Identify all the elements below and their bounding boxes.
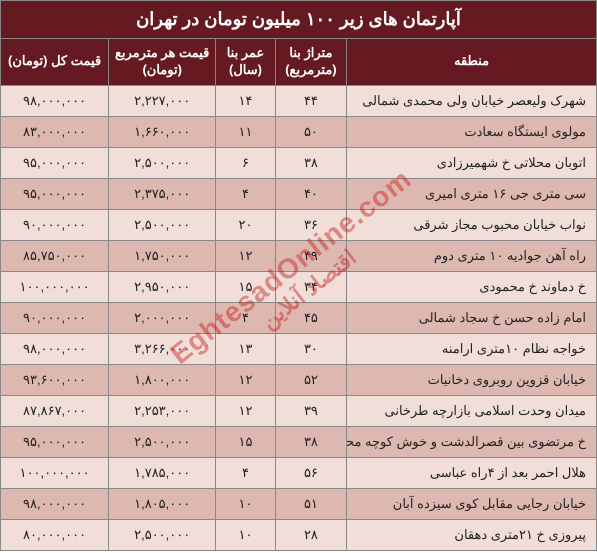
col-header-age: عمر بنا (سال)	[215, 39, 275, 85]
cell-area: ۳۸	[275, 147, 346, 178]
cell-total: ۸۳,۰۰۰,۰۰۰	[1, 116, 108, 147]
cell-age: ۱۲	[215, 240, 275, 271]
table-row: اتوبان محلاتی خ شهمیرزادی۳۸۶۲,۵۰۰,۰۰۰۹۵,…	[1, 147, 596, 178]
cell-ppm: ۱,۸۰۰,۰۰۰	[108, 364, 215, 395]
cell-total: ۸۵,۷۵۰,۰۰۰	[1, 240, 108, 271]
cell-area: ۲۸	[275, 519, 346, 550]
table-row: سی متری جی ۱۶ متری امیری۴۰۴۲,۳۷۵,۰۰۰۹۵,۰…	[1, 178, 596, 209]
cell-age: ۲۰	[215, 209, 275, 240]
cell-region: خ دماوند خ محمودی	[346, 271, 596, 302]
table-row: هلال احمر بعد از ۴راه عباسی۵۶۴۱,۷۸۵,۰۰۰۱…	[1, 457, 596, 488]
cell-age: ۱۰	[215, 519, 275, 550]
cell-ppm: ۳,۲۶۶,۰۰۰	[108, 333, 215, 364]
cell-ppm: ۲,۲۲۷,۰۰۰	[108, 85, 215, 116]
table-title: آپارتمان های زیر ۱۰۰ میلیون تومان در تهر…	[1, 1, 596, 39]
cell-age: ۱۰	[215, 488, 275, 519]
col-header-total: قیمت کل (تومان)	[1, 39, 108, 85]
cell-age: ۱۲	[215, 364, 275, 395]
cell-total: ۹۵,۰۰۰,۰۰۰	[1, 147, 108, 178]
cell-area: ۳۹	[275, 395, 346, 426]
table-header-row: منطقه متراژ بنا (مترمربع) عمر بنا (سال) …	[1, 39, 596, 85]
cell-region: نواب خیابان محبوب مجاز شرقی	[346, 209, 596, 240]
cell-ppm: ۲,۵۰۰,۰۰۰	[108, 426, 215, 457]
col-header-area: متراژ بنا (مترمربع)	[275, 39, 346, 85]
cell-age: ۴	[215, 302, 275, 333]
cell-total: ۸۰,۰۰۰,۰۰۰	[1, 519, 108, 550]
cell-region: خیابان رجایی مقابل کوی سیزده آبان	[346, 488, 596, 519]
cell-total: ۹۵,۰۰۰,۰۰۰	[1, 178, 108, 209]
cell-ppm: ۲,۹۵۰,۰۰۰	[108, 271, 215, 302]
cell-region: پیروزی خ ۲۱متری دهقان	[346, 519, 596, 550]
table-body: شهرک ولیعصر خیابان ولی محمدی شمالی۴۴۱۴۲,…	[1, 85, 596, 550]
cell-region: اتوبان محلاتی خ شهمیرزادی	[346, 147, 596, 178]
cell-ppm: ۱,۷۸۵,۰۰۰	[108, 457, 215, 488]
cell-age: ۱۳	[215, 333, 275, 364]
cell-ppm: ۱,۶۶۰,۰۰۰	[108, 116, 215, 147]
cell-area: ۴۰	[275, 178, 346, 209]
cell-region: خواجه نظام ۱۰متری ارامنه	[346, 333, 596, 364]
table-row: راه آهن جوادیه ۱۰ متری دوم۴۹۱۲۱,۷۵۰,۰۰۰۸…	[1, 240, 596, 271]
cell-total: ۹۵,۰۰۰,۰۰۰	[1, 426, 108, 457]
cell-region: مولوی ایستگاه سعادت	[346, 116, 596, 147]
cell-region: خیابان قزوین روبروی دخانیات	[346, 364, 596, 395]
cell-area: ۵۰	[275, 116, 346, 147]
cell-region: سی متری جی ۱۶ متری امیری	[346, 178, 596, 209]
cell-total: ۹۰,۰۰۰,۰۰۰	[1, 209, 108, 240]
cell-area: ۴۹	[275, 240, 346, 271]
cell-total: ۹۳,۶۰۰,۰۰۰	[1, 364, 108, 395]
table-row: خیابان قزوین روبروی دخانیات۵۲۱۲۱,۸۰۰,۰۰۰…	[1, 364, 596, 395]
cell-ppm: ۲,۳۷۵,۰۰۰	[108, 178, 215, 209]
table-row: امام زاده حسن خ سجاد شمالی۴۵۴۲,۰۰۰,۰۰۰۹۰…	[1, 302, 596, 333]
cell-area: ۵۱	[275, 488, 346, 519]
cell-ppm: ۲,۵۰۰,۰۰۰	[108, 519, 215, 550]
cell-ppm: ۱,۸۰۵,۰۰۰	[108, 488, 215, 519]
cell-area: ۳۰	[275, 333, 346, 364]
table-row: مولوی ایستگاه سعادت۵۰۱۱۱,۶۶۰,۰۰۰۸۳,۰۰۰,۰…	[1, 116, 596, 147]
cell-total: ۸۷,۸۶۷,۰۰۰	[1, 395, 108, 426]
cell-age: ۱۵	[215, 271, 275, 302]
cell-region: راه آهن جوادیه ۱۰ متری دوم	[346, 240, 596, 271]
cell-age: ۱۵	[215, 426, 275, 457]
cell-area: ۳۴	[275, 271, 346, 302]
cell-ppm: ۲,۰۰۰,۰۰۰	[108, 302, 215, 333]
cell-area: ۳۶	[275, 209, 346, 240]
cell-total: ۱۰۰,۰۰۰,۰۰۰	[1, 271, 108, 302]
table-row: شهرک ولیعصر خیابان ولی محمدی شمالی۴۴۱۴۲,…	[1, 85, 596, 116]
table-row: پیروزی خ ۲۱متری دهقان۲۸۱۰۲,۵۰۰,۰۰۰۸۰,۰۰۰…	[1, 519, 596, 550]
cell-region: امام زاده حسن خ سجاد شمالی	[346, 302, 596, 333]
cell-age: ۱۲	[215, 395, 275, 426]
table-row: خ دماوند خ محمودی۳۴۱۵۲,۹۵۰,۰۰۰۱۰۰,۰۰۰,۰۰…	[1, 271, 596, 302]
cell-region: شهرک ولیعصر خیابان ولی محمدی شمالی	[346, 85, 596, 116]
cell-area: ۴۵	[275, 302, 346, 333]
table-row: میدان وحدت اسلامی بازارچه طرخانی۳۹۱۲۲,۲۵…	[1, 395, 596, 426]
cell-area: ۴۴	[275, 85, 346, 116]
cell-age: ۱۱	[215, 116, 275, 147]
cell-age: ۴	[215, 178, 275, 209]
table-row: خیابان رجایی مقابل کوی سیزده آبان۵۱۱۰۱,۸…	[1, 488, 596, 519]
cell-region: میدان وحدت اسلامی بازارچه طرخانی	[346, 395, 596, 426]
cell-region: هلال احمر بعد از ۴راه عباسی	[346, 457, 596, 488]
cell-age: ۶	[215, 147, 275, 178]
col-header-ppm: قیمت هر مترمربع (تومان)	[108, 39, 215, 85]
cell-region: خ مرتضوی بین قصرالدشت و خوش کوچه محمدی	[346, 426, 596, 457]
col-header-region: منطقه	[346, 39, 596, 85]
cell-ppm: ۲,۵۰۰,۰۰۰	[108, 209, 215, 240]
cell-total: ۹۸,۰۰۰,۰۰۰	[1, 85, 108, 116]
cell-total: ۹۸,۰۰۰,۰۰۰	[1, 333, 108, 364]
cell-total: ۹۰,۰۰۰,۰۰۰	[1, 302, 108, 333]
cell-total: ۱۰۰,۰۰۰,۰۰۰	[1, 457, 108, 488]
table-row: خواجه نظام ۱۰متری ارامنه۳۰۱۳۳,۲۶۶,۰۰۰۹۸,…	[1, 333, 596, 364]
cell-ppm: ۲,۵۰۰,۰۰۰	[108, 147, 215, 178]
cell-area: ۳۸	[275, 426, 346, 457]
cell-area: ۵۶	[275, 457, 346, 488]
table-row: نواب خیابان محبوب مجاز شرقی۳۶۲۰۲,۵۰۰,۰۰۰…	[1, 209, 596, 240]
apartments-table: آپارتمان های زیر ۱۰۰ میلیون تومان در تهر…	[0, 0, 597, 551]
cell-ppm: ۱,۷۵۰,۰۰۰	[108, 240, 215, 271]
cell-total: ۹۸,۰۰۰,۰۰۰	[1, 488, 108, 519]
cell-area: ۵۲	[275, 364, 346, 395]
table-row: خ مرتضوی بین قصرالدشت و خوش کوچه محمدی۳۸…	[1, 426, 596, 457]
cell-ppm: ۲,۲۵۳,۰۰۰	[108, 395, 215, 426]
cell-age: ۱۴	[215, 85, 275, 116]
cell-age: ۴	[215, 457, 275, 488]
